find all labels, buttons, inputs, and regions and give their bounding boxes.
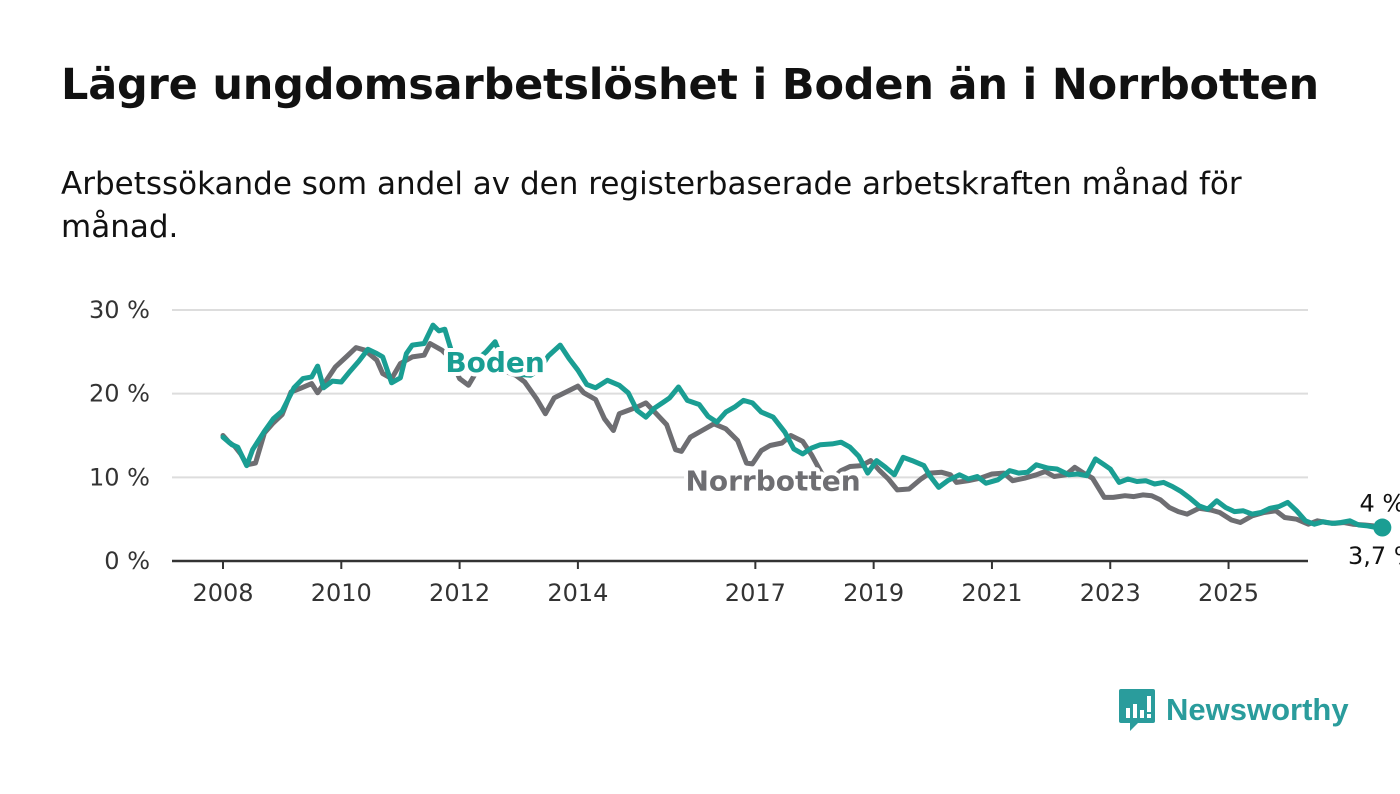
newsworthy-logo[interactable]: Newsworthy [1118, 688, 1349, 732]
x-tick-label: 2023 [1080, 579, 1141, 607]
newsworthy-bar-chart-icon [1119, 689, 1155, 731]
brand-name: Newsworthy [1166, 692, 1349, 727]
series-lines [220, 322, 1392, 537]
x-tick-label: 2017 [725, 579, 786, 607]
y-tick-label: 0 % [104, 547, 150, 575]
gridlines [172, 309, 1308, 563]
y-tick-label: 20 % [89, 380, 150, 408]
chart-title: Lägre ungdomsarbetslöshet i Boden än i N… [61, 60, 1319, 110]
series-line-boden [220, 322, 1385, 530]
x-tick-label: 2012 [429, 579, 490, 607]
x-axis-ticks: 2008 2010 2012 2014 2017 2019 2021 2023 2025 [192, 561, 1259, 607]
x-tick-label: 2010 [311, 579, 372, 607]
series-labels: 3,7 % Norrbotten 4 % Boden [441, 342, 1400, 573]
y-tick-label: 30 % [89, 296, 150, 324]
x-tick-label: 2025 [1198, 579, 1259, 607]
series-line-norrbotten [220, 341, 1385, 533]
y-axis-ticks: 0 % 10 % 20 % 30 % [89, 296, 150, 575]
series-end-label-norrbotten: 3,7 % [1348, 542, 1400, 570]
x-tick-label: 2021 [961, 579, 1022, 607]
x-tick-label: 2019 [843, 579, 904, 607]
series-endpoint-boden [1373, 518, 1392, 537]
x-tick-label: 2014 [547, 579, 608, 607]
x-tick-label: 2008 [192, 579, 253, 607]
series-label-norrbotten: Norrbotten [685, 465, 860, 498]
chart-subtitle: Arbetssökande som andel av den registerb… [61, 166, 1242, 245]
y-tick-label: 10 % [89, 463, 150, 491]
series-end-label-boden: 4 % [1359, 490, 1400, 518]
series-label-boden: Boden [445, 346, 545, 379]
